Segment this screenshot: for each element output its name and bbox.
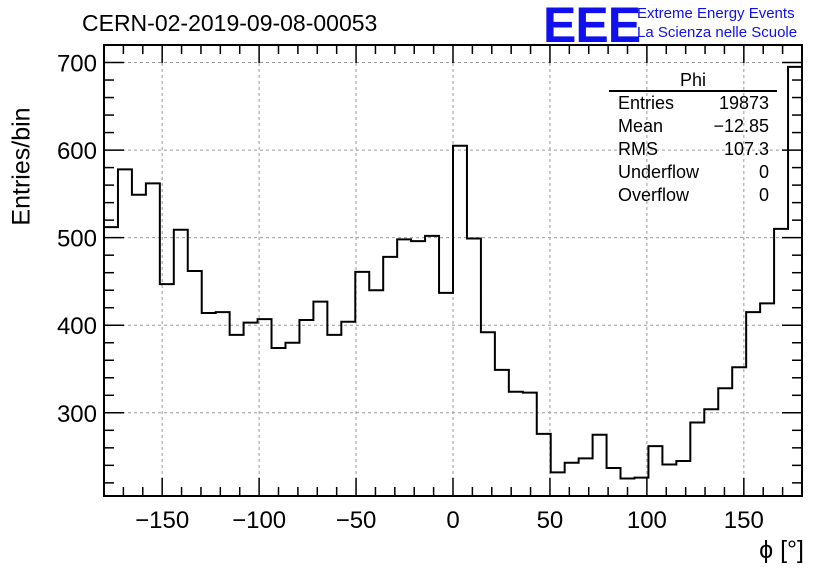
stats-row: Entries 19873 bbox=[609, 92, 777, 115]
y-tick-label: 400 bbox=[57, 313, 97, 340]
eee-logo: EEE bbox=[543, 0, 641, 53]
y-tick-label: 600 bbox=[57, 138, 97, 165]
y-tick-label: 500 bbox=[57, 226, 97, 253]
x-tick-label: 0 bbox=[446, 507, 459, 534]
stats-row: Overflow 0 bbox=[609, 184, 777, 207]
x-tick-label: 150 bbox=[724, 507, 764, 534]
stats-row: Underflow 0 bbox=[609, 161, 777, 184]
stats-value: 0 bbox=[758, 185, 769, 205]
stats-label: Mean bbox=[618, 116, 664, 136]
logo-caption-line1: Extreme Energy Events bbox=[637, 5, 795, 22]
x-tick-label: 50 bbox=[537, 507, 564, 534]
stats-box: Phi Entries 19873 Mean −12.85 RMS 107.3 Und… bbox=[609, 70, 777, 207]
y-tick-label: 300 bbox=[57, 401, 97, 428]
stats-value: 0 bbox=[758, 162, 769, 182]
x-tick-label: −100 bbox=[232, 507, 286, 534]
stats-value: 107.3 bbox=[723, 139, 769, 159]
stats-title: Phi bbox=[609, 70, 777, 92]
x-axis-label: ϕ [°] bbox=[759, 536, 804, 564]
tick-labels: −150 −100 −50 0 50 100 150 300 400 500 600 700 bbox=[57, 51, 764, 534]
y-tick-label: 700 bbox=[57, 51, 97, 78]
y-axis-label: Entries/bin bbox=[7, 107, 36, 226]
histogram-line bbox=[104, 65, 802, 480]
logo-caption: Extreme Energy Events La Scienza nelle S… bbox=[637, 4, 797, 42]
x-tick-label: 100 bbox=[627, 507, 667, 534]
plot-frame bbox=[103, 44, 803, 497]
stats-label: RMS bbox=[618, 139, 658, 159]
stats-label: Overflow bbox=[618, 185, 690, 205]
stats-label: Underflow bbox=[618, 162, 700, 182]
y-axis-label-box: Entries/bin bbox=[2, 107, 42, 232]
x-tick-label: −150 bbox=[135, 507, 189, 534]
stats-value: −12.85 bbox=[713, 116, 769, 136]
x-tick-label: −50 bbox=[336, 507, 377, 534]
stats-row: Mean −12.85 bbox=[609, 115, 777, 138]
logo-caption-line2: La Scienza nelle Scuole bbox=[637, 24, 798, 41]
stats-label: Entries bbox=[618, 93, 675, 113]
run-title: CERN-02-2019-09-08-00053 bbox=[82, 10, 378, 36]
stats-row: RMS 107.3 bbox=[609, 138, 777, 161]
stats-value: 19873 bbox=[718, 93, 769, 113]
axis-ticks bbox=[103, 44, 803, 496]
